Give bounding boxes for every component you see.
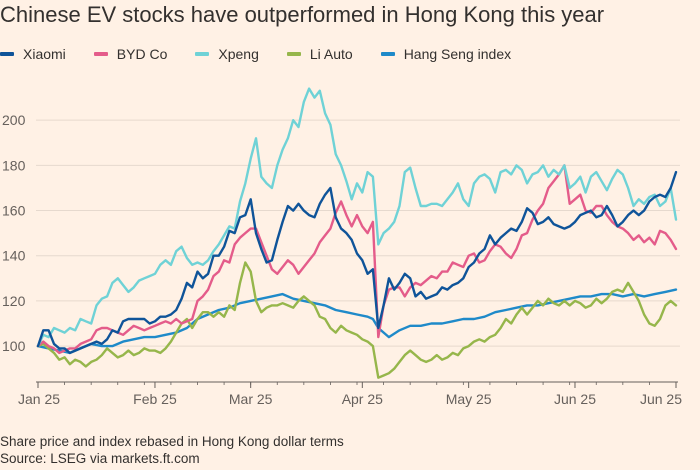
legend-swatch	[93, 52, 108, 56]
x-tick-label: Jan 25	[18, 391, 60, 407]
legend-item: Li Auto	[286, 46, 353, 62]
legend-swatch	[380, 52, 395, 56]
chart-note: Share price and index rebased in Hong Ko…	[0, 434, 344, 449]
x-tick-label: Feb 25	[133, 391, 177, 407]
chart-title: Chinese EV stocks have outperformed in H…	[0, 2, 605, 27]
series-line-hang-seng-index	[36, 288, 678, 355]
legend-label: Li Auto	[309, 46, 353, 62]
legend-swatch	[0, 52, 14, 56]
x-tick-label: May 25	[446, 391, 492, 407]
x-tick-label: Jun 25	[640, 391, 682, 407]
legend-label: BYD Co	[116, 46, 168, 62]
y-tick-label: 200	[2, 112, 26, 128]
line-chart: 100 120 140 160 180 200 Jan 25 Feb 25 Mar 25 Apr …	[2, 87, 682, 407]
series-line-byd-co	[36, 164, 678, 355]
legend-swatch	[195, 52, 210, 56]
y-tick-label: 140	[2, 248, 26, 264]
legend-label: Hang Seng index	[403, 46, 512, 62]
legend-swatch	[286, 52, 301, 56]
chart-source: Source: LSEG via markets.ft.com	[0, 451, 200, 466]
legend-label: Xpeng	[218, 46, 259, 62]
x-tick-label: Mar 25	[229, 391, 273, 407]
series-line-li-auto	[36, 261, 678, 379]
x-tick-label: Apr 25	[342, 391, 383, 407]
y-tick-label: 100	[2, 338, 26, 354]
legend-label: Xiaomi	[23, 46, 66, 62]
y-tick-label: 160	[2, 203, 26, 219]
legend-item: BYD Co	[93, 46, 168, 62]
y-tick-label: 120	[2, 293, 26, 309]
legend-item: Hang Seng index	[380, 46, 512, 62]
series-line-xiaomi	[36, 170, 678, 355]
chart-legend: Xiaomi BYD Co Xpeng Li Auto Hang Seng index	[0, 44, 539, 64]
x-tick-label: Jun 25	[554, 391, 596, 407]
series-line-xpeng	[36, 87, 678, 348]
legend-item: Xiaomi	[0, 46, 66, 62]
y-tick-label: 180	[2, 157, 26, 173]
legend-item: Xpeng	[195, 46, 259, 62]
